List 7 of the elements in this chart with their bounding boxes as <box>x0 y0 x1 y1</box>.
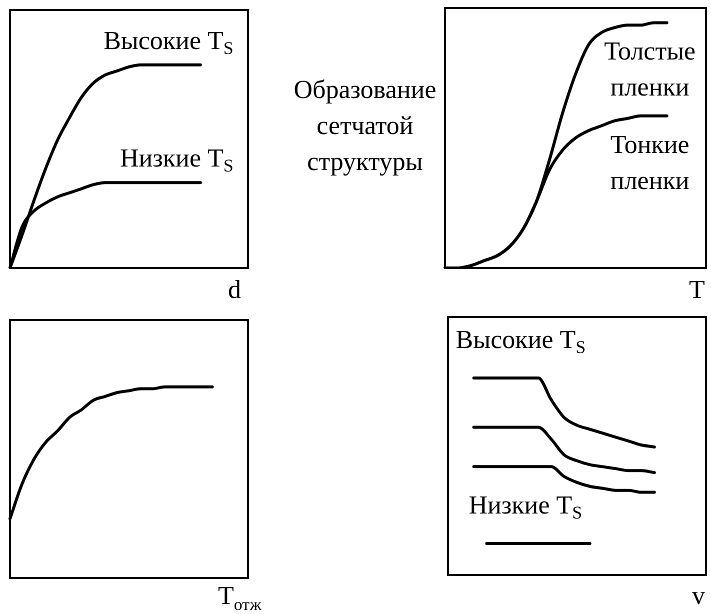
series-label: Тонкие пленки <box>610 130 690 195</box>
x-axis-title: T$_{отж}$ <box>218 581 262 614</box>
x-axis-title: v <box>692 581 705 610</box>
y-axis-title: Образование сетчатой структуры <box>292 74 438 178</box>
x-axis-title: T <box>689 275 705 304</box>
series-label: Толстые пленки <box>604 36 696 102</box>
x-axis-title: d <box>228 275 241 304</box>
